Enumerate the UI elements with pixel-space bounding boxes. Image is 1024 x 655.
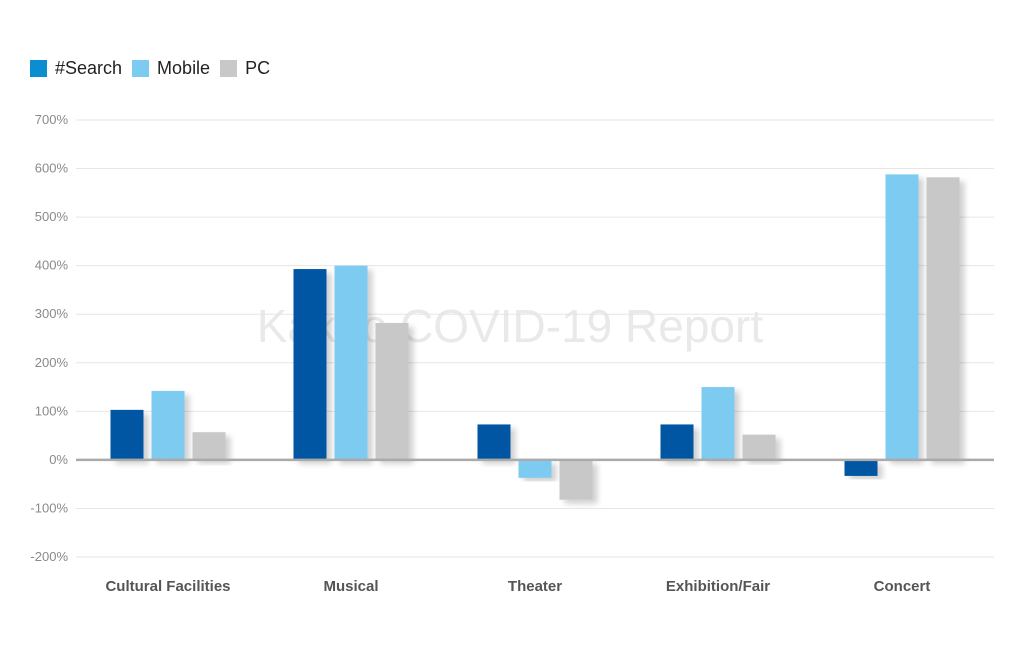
bar-mobile-2	[518, 459, 552, 478]
y-tick-label: -100%	[30, 500, 68, 515]
x-category-label: Theater	[508, 578, 562, 595]
legend-swatch-pc	[220, 60, 238, 77]
bar-search-0	[110, 409, 144, 460]
legend-item-mobile: Mobile	[132, 58, 210, 79]
watermark-text: Kakao COVID-19 Report	[257, 300, 763, 352]
y-tick-label: 600%	[35, 161, 69, 176]
x-category-label: Exhibition/Fair	[666, 578, 770, 595]
legend-item-pc: PC	[220, 58, 270, 79]
bar-search-4	[844, 459, 878, 476]
legend-swatch-mobile	[132, 60, 150, 77]
bar-pc-3	[742, 434, 776, 460]
y-tick-label: 100%	[35, 403, 69, 418]
y-tick-label: -200%	[30, 549, 68, 564]
y-tick-label: 700%	[35, 112, 69, 127]
legend-label-mobile: Mobile	[157, 58, 211, 78]
legend: #Search Mobile PC	[30, 58, 270, 79]
bar-mobile-0	[151, 390, 185, 460]
bar-mobile-1	[334, 265, 368, 460]
bar-search-3	[660, 424, 694, 460]
bar-pc-0	[192, 432, 226, 460]
bar-pc-4	[926, 177, 960, 460]
legend-item-search: #Search	[30, 58, 122, 79]
bar-search-2	[477, 424, 511, 460]
legend-swatch-search	[30, 60, 47, 77]
bar-search-1	[293, 269, 327, 460]
legend-label-pc: PC	[245, 58, 271, 78]
y-tick-label: 0%	[49, 452, 68, 467]
y-tick-label: 200%	[35, 355, 69, 370]
bar-mobile-3	[701, 387, 735, 460]
y-tick-label: 400%	[35, 258, 69, 273]
bar-pc-1	[375, 322, 409, 460]
bar-pc-2	[559, 459, 593, 500]
x-axis-labels: Cultural Facilities Musical Theater Exhibit…	[105, 578, 930, 595]
x-category-label: Musical	[323, 578, 378, 595]
legend-label-search: #Search	[55, 58, 123, 78]
bar-mobile-4	[885, 174, 919, 460]
grid-lines	[76, 119, 994, 558]
y-axis-ticks: 700% 600% 500% 400% 300% 200% 100% 0% -100% -200%	[30, 112, 68, 564]
x-category-label: Cultural Facilities	[105, 578, 230, 595]
x-category-label: Concert	[874, 578, 931, 595]
y-tick-label: 300%	[35, 306, 69, 321]
y-tick-label: 500%	[35, 209, 69, 224]
bars	[110, 174, 960, 500]
